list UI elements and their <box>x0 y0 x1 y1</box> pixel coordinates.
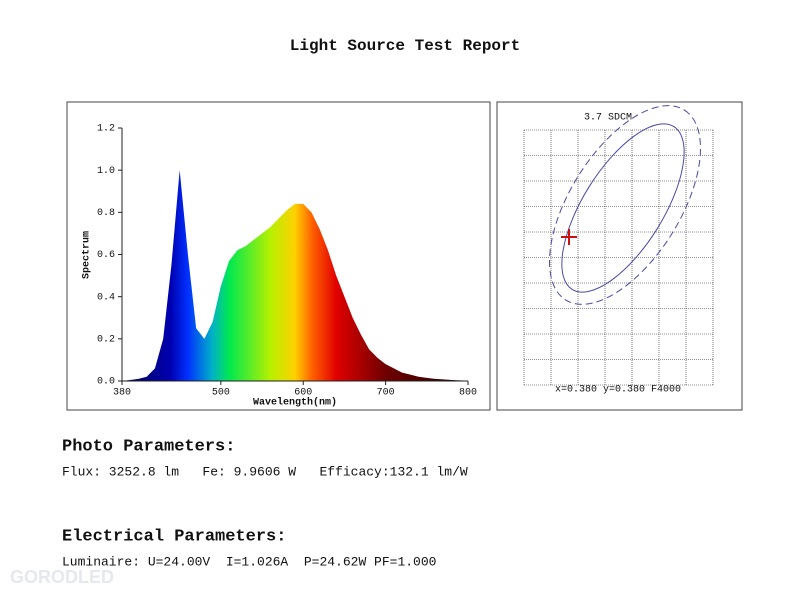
x-tick-label: 380 <box>113 388 131 399</box>
x-tick-label: 700 <box>377 388 395 399</box>
y-tick-label: 0.8 <box>97 208 115 219</box>
sdcm-ellipse <box>561 123 685 293</box>
y-tick-label: 0.6 <box>97 250 115 261</box>
coordinates-label: x=0.380 y=0.380 F4000 <box>555 385 681 396</box>
section-heading: Electrical Parameters: <box>62 527 286 546</box>
x-tick-label: 600 <box>294 388 312 399</box>
y-tick-label: 1.0 <box>97 166 115 177</box>
y-tick-label: 1.2 <box>97 124 115 135</box>
watermark: GORODLED <box>10 567 114 587</box>
photo-line: Flux: 3252.8 lm Fe: 9.9606 W Efficacy:13… <box>62 464 468 479</box>
x-tick-label: 800 <box>459 388 477 399</box>
y-tick-label: 0.2 <box>97 334 115 345</box>
electrical-line: Luminaire: U=24.00V I=1.026A P=24.62W PF… <box>62 554 436 569</box>
sdcm-label: 3.7 SDCM <box>584 113 632 124</box>
sdcm-ellipse-outer <box>549 105 701 305</box>
y-tick-label: 0.4 <box>97 292 115 303</box>
report-title: Light Source Test Report <box>290 37 520 55</box>
y-axis-label: Spectrum <box>82 231 93 279</box>
spectrum-panel <box>66 101 491 411</box>
spectrum-area <box>122 170 468 381</box>
x-tick-label: 500 <box>212 388 230 399</box>
chromaticity-panel <box>496 101 743 411</box>
section-heading: Photo Parameters: <box>62 437 235 456</box>
x-axis-label: Wavelength(nm) <box>253 397 337 409</box>
y-tick-label: 0.0 <box>97 377 115 388</box>
